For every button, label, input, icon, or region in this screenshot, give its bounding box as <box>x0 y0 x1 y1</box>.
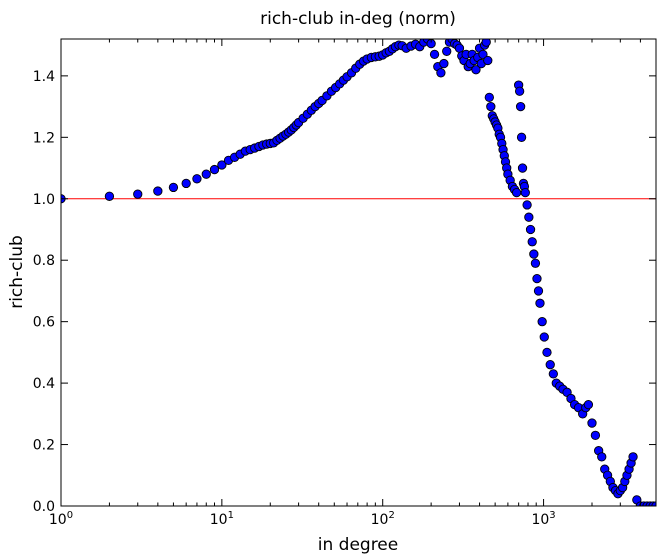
data-point <box>537 317 547 327</box>
data-point <box>201 169 211 179</box>
data-point <box>529 249 539 259</box>
data-point <box>483 55 493 66</box>
data-point <box>471 65 481 75</box>
x-axis-label: in degree <box>318 535 398 555</box>
y-axis-label: rich-club <box>7 235 27 309</box>
plot-area <box>60 38 657 507</box>
x-tick-label: 101 <box>210 510 234 528</box>
data-point <box>181 178 191 189</box>
data-point <box>481 39 491 47</box>
data-point <box>520 187 530 198</box>
data-point <box>192 174 202 184</box>
chart-title: rich-club in-deg (norm) <box>260 9 456 29</box>
plot-frame <box>60 38 657 507</box>
data-point <box>535 298 545 308</box>
axis-ticks-layer <box>60 39 657 507</box>
data-point <box>533 286 544 296</box>
y-tick-label: 0.0 <box>33 499 55 515</box>
data-point <box>104 191 115 201</box>
data-point <box>486 101 496 112</box>
data-point <box>514 86 525 96</box>
data-point <box>515 101 526 112</box>
data-point <box>545 360 555 370</box>
data-point <box>133 189 143 199</box>
data-point <box>587 418 597 428</box>
x-tick-label: 103 <box>531 510 555 528</box>
y-tick-label: 1.2 <box>33 130 55 146</box>
data-point <box>217 160 227 170</box>
x-tick-labels: 100 101 102 103 <box>49 510 556 528</box>
data-point <box>478 49 488 60</box>
x-tick-label: 100 <box>49 510 73 528</box>
data-point <box>539 332 549 342</box>
y-tick-labels: 0.0 0.2 0.4 0.6 0.8 1.0 1.2 1.4 <box>33 69 55 515</box>
data-point <box>429 49 440 60</box>
data-point <box>597 452 607 462</box>
data-point <box>153 186 163 196</box>
data-point <box>628 452 638 462</box>
y-tick-label: 1.0 <box>33 192 55 208</box>
data-point <box>524 212 534 222</box>
data-point <box>442 46 452 56</box>
y-tick-label: 1.4 <box>33 69 55 85</box>
data-point <box>511 187 522 198</box>
data-point <box>209 164 220 175</box>
data-points-layer <box>61 39 656 506</box>
y-tick-label: 0.6 <box>33 315 55 331</box>
data-point <box>484 92 494 103</box>
data-point <box>590 430 601 440</box>
y-tick-label: 0.4 <box>33 376 55 392</box>
data-point <box>548 369 558 379</box>
y-tick-label: 0.8 <box>33 253 55 269</box>
data-point <box>436 68 446 78</box>
data-point <box>439 58 449 69</box>
data-point <box>525 224 536 235</box>
x-tick-label: 102 <box>371 510 395 528</box>
data-point <box>168 182 179 193</box>
data-point <box>517 163 528 173</box>
data-point <box>516 132 527 142</box>
data-point <box>522 200 532 210</box>
data-point <box>530 258 541 268</box>
data-point <box>583 399 594 410</box>
data-point <box>454 43 465 53</box>
data-point <box>527 237 537 247</box>
y-tick-label: 0.2 <box>33 438 55 454</box>
data-point <box>532 273 542 284</box>
data-point <box>542 347 552 358</box>
